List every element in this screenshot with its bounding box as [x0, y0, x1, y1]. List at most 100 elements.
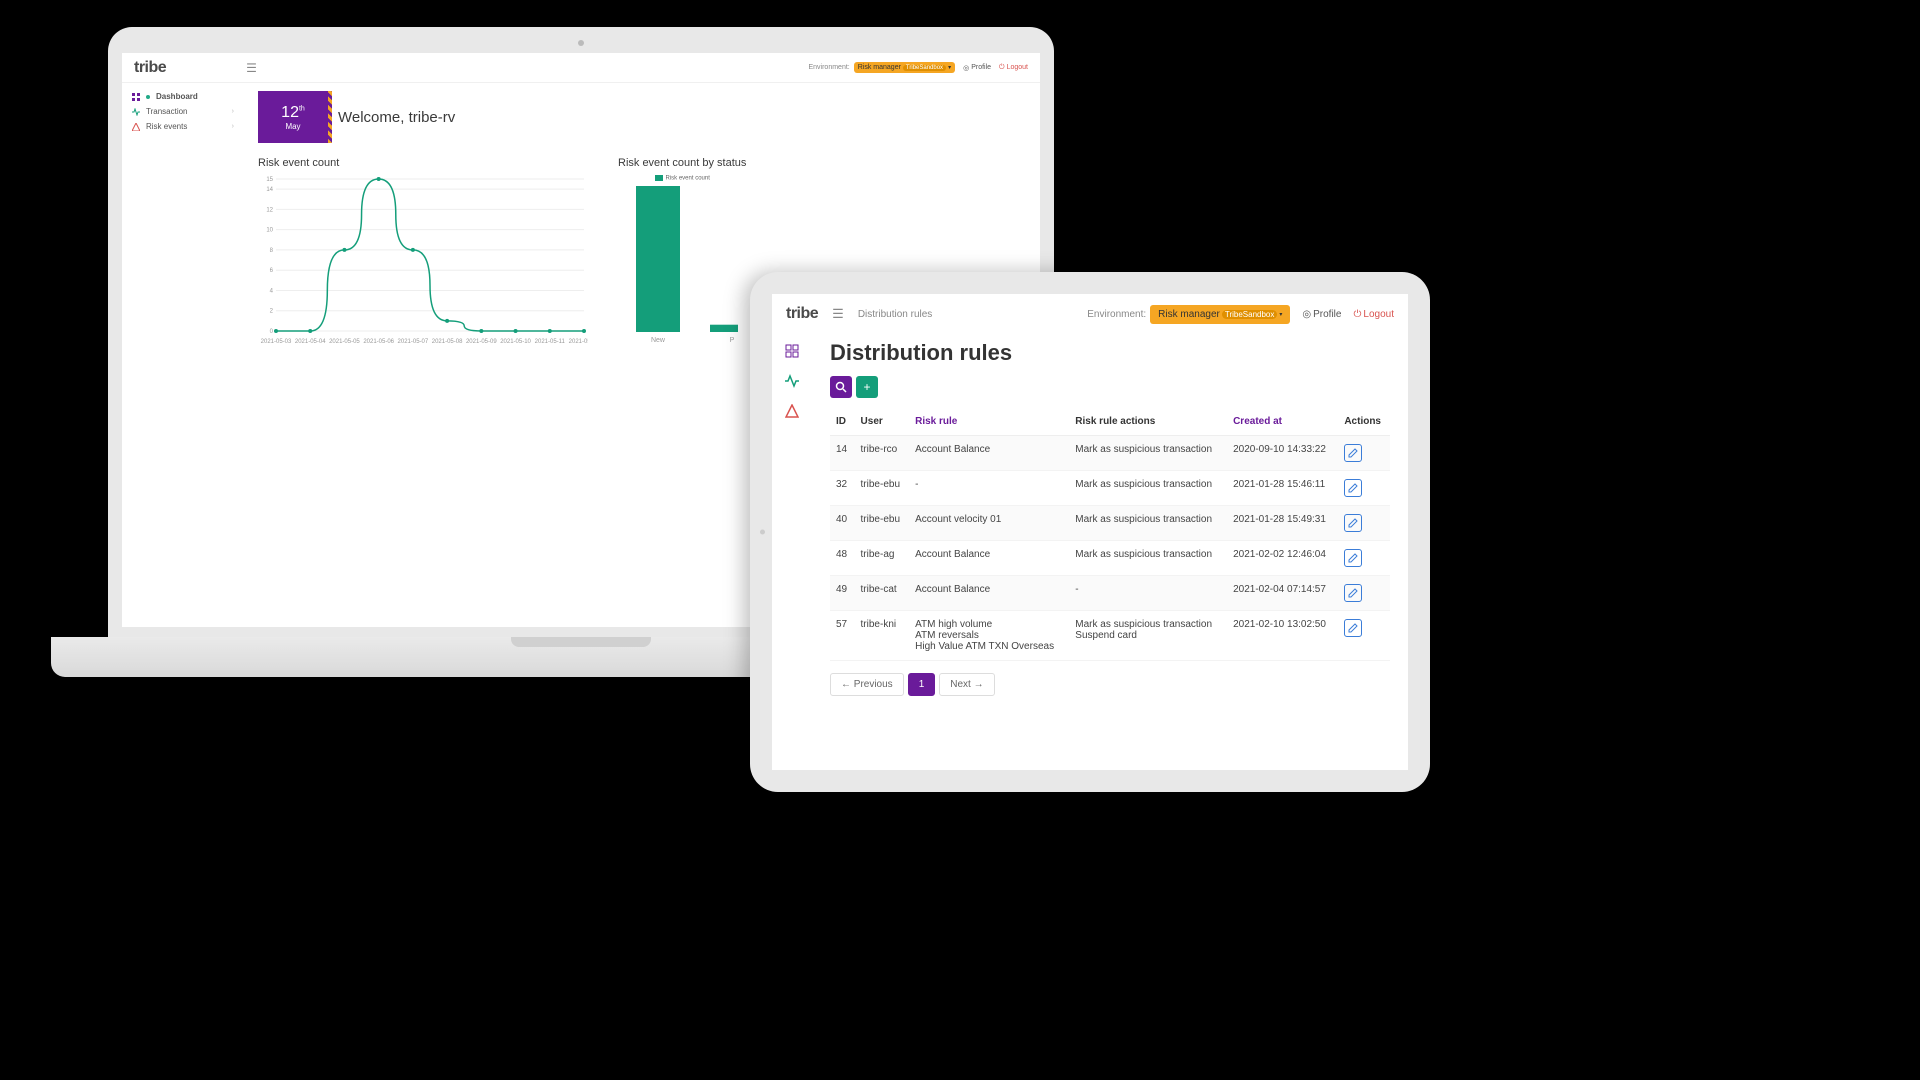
warning-icon: [132, 123, 140, 131]
table-cell: Mark as suspicious transactionSuspend ca…: [1069, 611, 1227, 661]
profile-link[interactable]: ◎ Profile: [963, 64, 991, 72]
power-icon: ⏻: [999, 64, 1005, 72]
table-cell: 14: [830, 436, 855, 471]
table-cell: 2021-01-28 15:49:31: [1227, 506, 1338, 541]
welcome-text: Welcome, tribe-rv: [338, 91, 455, 143]
risk-event-count-chart: Risk event count 02468101214152021-05-03…: [258, 157, 588, 345]
svg-text:2021-05-09: 2021-05-09: [466, 339, 497, 345]
table-row: 32tribe-ebu-Mark as suspicious transacti…: [830, 471, 1390, 506]
home-button-icon: [760, 530, 765, 535]
svg-text:2021-05-07: 2021-05-07: [398, 339, 429, 345]
camera-icon: [578, 40, 584, 46]
pager-page[interactable]: 1: [908, 673, 936, 696]
svg-text:2021-05-08: 2021-05-08: [432, 339, 463, 345]
table-cell: Mark as suspicious transaction: [1069, 506, 1227, 541]
table-cell: 2021-02-10 13:02:50: [1227, 611, 1338, 661]
svg-text:2021-05-05: 2021-05-05: [329, 339, 360, 345]
bar-chart: NewP: [618, 184, 738, 344]
laptop-notch: [511, 637, 651, 647]
hamburger-icon[interactable]: ☰: [832, 306, 844, 322]
column-header[interactable]: Created at: [1227, 408, 1338, 436]
table-cell: 40: [830, 506, 855, 541]
chevron-right-icon: ›: [232, 108, 234, 115]
warning-icon[interactable]: [785, 404, 799, 418]
add-button[interactable]: +: [856, 376, 878, 398]
logout-link[interactable]: ⏻ Logout: [999, 64, 1028, 72]
chart-title: Risk event count by status: [618, 157, 746, 169]
brand-logo: tribe: [134, 59, 166, 77]
logout-link[interactable]: ⏻ Logout: [1353, 309, 1394, 320]
sidebar-item-label: Risk events: [146, 122, 187, 131]
table-cell: Account Balance: [909, 576, 1069, 611]
svg-text:4: 4: [270, 288, 274, 294]
svg-text:2021-05-06: 2021-05-06: [363, 339, 394, 345]
edit-button[interactable]: [1344, 444, 1362, 462]
env-badge: TribeSandbox: [1222, 310, 1278, 319]
table-cell: Mark as suspicious transaction: [1069, 541, 1227, 576]
table-cell: -: [1069, 576, 1227, 611]
sidebar-item-transaction[interactable]: Transaction ›: [122, 104, 242, 119]
table-cell-actions: [1338, 541, 1390, 576]
pager-next[interactable]: Next →: [939, 673, 994, 696]
dashboard-icon[interactable]: [785, 344, 799, 358]
table-cell: -: [909, 471, 1069, 506]
environment-label: Environment:: [808, 64, 849, 71]
active-dot-icon: [146, 95, 150, 99]
activity-icon[interactable]: [785, 374, 799, 388]
table-cell: Account Balance: [909, 436, 1069, 471]
table-cell: tribe-ag: [855, 541, 910, 576]
hamburger-icon[interactable]: ☰: [246, 61, 257, 75]
date-month: May: [285, 122, 300, 131]
table-cell: Mark as suspicious transaction: [1069, 436, 1227, 471]
user-icon: ◎: [963, 64, 969, 72]
table-cell: tribe-rco: [855, 436, 910, 471]
environment-selector[interactable]: Risk manager TribeSandbox ▾: [1150, 305, 1290, 324]
edit-button[interactable]: [1344, 514, 1362, 532]
svg-text:2021-05-03: 2021-05-03: [261, 339, 292, 345]
table-cell-actions: [1338, 506, 1390, 541]
svg-text:2: 2: [270, 309, 274, 315]
chart-title: Risk event count: [258, 157, 588, 169]
svg-text:14: 14: [266, 187, 273, 193]
table-cell: ATM high volumeATM reversalsHigh Value A…: [909, 611, 1069, 661]
sidebar-item-label: Dashboard: [156, 92, 198, 101]
table-cell: 2020-09-10 14:33:22: [1227, 436, 1338, 471]
edit-button[interactable]: [1344, 619, 1362, 637]
pencil-icon: [1348, 448, 1358, 458]
profile-link[interactable]: ◎ Profile: [1302, 309, 1341, 320]
column-header[interactable]: Risk rule: [909, 408, 1069, 436]
svg-text:2021-05-04: 2021-05-04: [295, 339, 326, 345]
svg-text:0: 0: [270, 329, 274, 335]
table-row: 14tribe-rcoAccount BalanceMark as suspic…: [830, 436, 1390, 471]
table-cell: 48: [830, 541, 855, 576]
table-row: 48tribe-agAccount BalanceMark as suspici…: [830, 541, 1390, 576]
user-icon: ◎: [1302, 309, 1311, 320]
search-button[interactable]: [830, 376, 852, 398]
sidebar-item-risk-events[interactable]: Risk events ›: [122, 119, 242, 134]
dashboard-header: tribe ☰ Environment: Risk manager TribeS…: [122, 53, 1040, 83]
chart-legend: Risk event count: [618, 175, 746, 182]
edit-button[interactable]: [1344, 584, 1362, 602]
table-cell: 57: [830, 611, 855, 661]
column-header: Risk rule actions: [1069, 408, 1227, 436]
env-role: Risk manager: [858, 64, 901, 71]
logout-label: Logout: [1007, 64, 1028, 71]
svg-text:6: 6: [270, 268, 274, 274]
table-cell: tribe-ebu: [855, 506, 910, 541]
edit-button[interactable]: [1344, 479, 1362, 497]
pager-prev[interactable]: ← Previous: [830, 673, 904, 696]
edit-button[interactable]: [1344, 549, 1362, 567]
dashboard-icon: [132, 93, 140, 101]
table-cell: tribe-ebu: [855, 471, 910, 506]
table-cell: Account velocity 01: [909, 506, 1069, 541]
svg-text:15: 15: [266, 177, 273, 183]
table-cell: 2021-02-02 12:46:04: [1227, 541, 1338, 576]
table-cell-actions: [1338, 471, 1390, 506]
svg-text:2021-05-10: 2021-05-10: [500, 339, 531, 345]
env-badge: TribeSandbox: [903, 65, 946, 71]
toolbar: +: [830, 376, 1390, 398]
table-cell: 2021-01-28 15:46:11: [1227, 471, 1338, 506]
environment-selector[interactable]: Risk manager TribeSandbox ▾: [854, 62, 955, 73]
table-row: 57tribe-kniATM high volumeATM reversalsH…: [830, 611, 1390, 661]
sidebar-item-dashboard[interactable]: Dashboard: [122, 89, 242, 104]
